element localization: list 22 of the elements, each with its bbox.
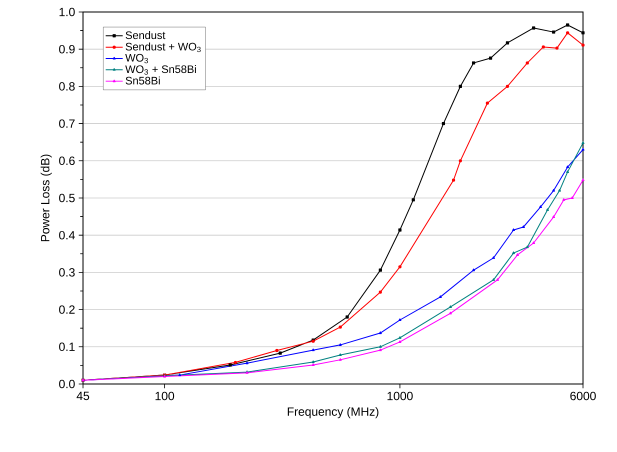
y-tick-label: 0.7 — [59, 119, 75, 128]
y-tick-label: 0.0 — [59, 380, 75, 388]
y-axis-title: Power Loss (dB) — [40, 154, 52, 242]
x-tick-label: 100 — [156, 392, 174, 400]
x-tick-label: 45 — [76, 392, 90, 400]
y-tick-label: 0.4 — [59, 230, 75, 240]
legend-label: Sendust — [126, 31, 166, 40]
y-tick-label: 0.5 — [59, 194, 75, 202]
x-tick-label: 1000 — [388, 392, 413, 400]
legend-label: WO$_{3}$ + Sn58Bi — [125, 65, 196, 75]
y-tick-label: 0.9 — [59, 44, 75, 54]
y-tick-label: 0.3 — [59, 268, 75, 277]
x-tick-label: 6000 — [570, 392, 596, 400]
legend-label: Sn58Bi — [126, 76, 160, 85]
legend-label: WO$_{3}$ — [125, 54, 148, 64]
y-tick-label: 0.2 — [59, 305, 75, 314]
x-axis-title: Frequency (MHz) — [288, 407, 378, 418]
legend-label: Sendust + WO$_{3}$ — [126, 42, 201, 52]
y-tick-label: 0.1 — [59, 342, 75, 352]
y-tick-label: 1.0 — [60, 8, 75, 16]
y-tick-label: 0.8 — [59, 82, 75, 91]
y-tick-label: 0.6 — [59, 156, 75, 166]
